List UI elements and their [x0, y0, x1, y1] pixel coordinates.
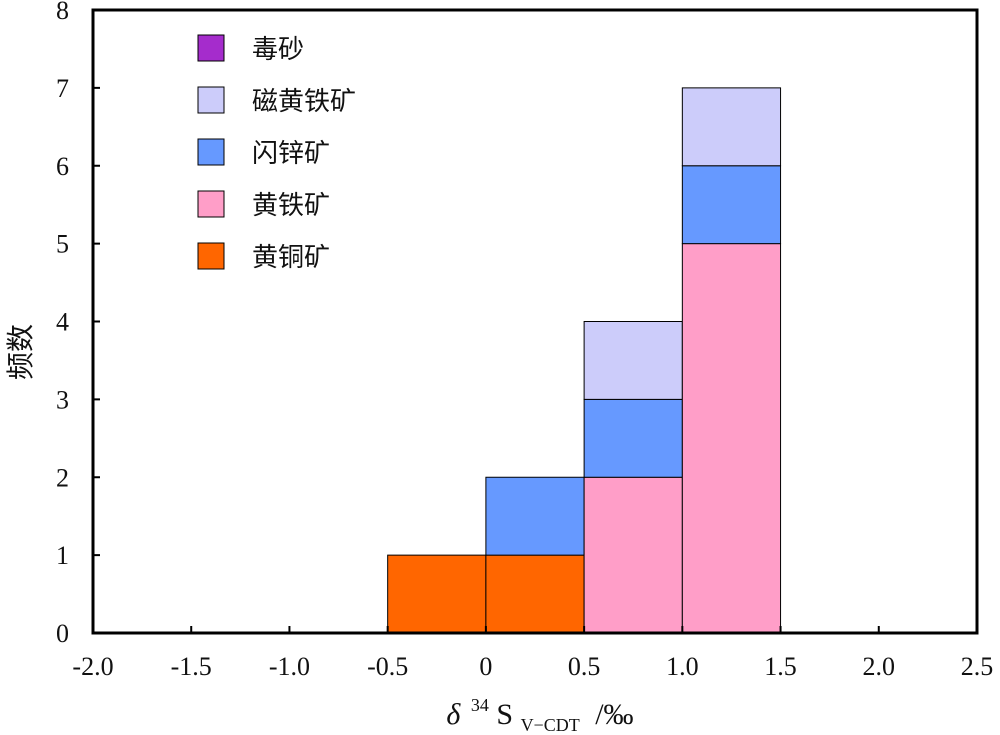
x-tick-label: 0 [479, 652, 492, 681]
x-axis-title: δ 34 S V−CDT /‰ [446, 685, 633, 735]
x-tick-label: 1.0 [666, 652, 699, 681]
x-axis-title-delta: δ [446, 698, 461, 731]
legend-label: 黄铁矿 [252, 191, 330, 221]
y-tick-label: 8 [56, 0, 69, 25]
x-axis-title-mass: 34 [471, 695, 489, 715]
y-tick-label: 4 [56, 308, 69, 337]
x-axis-title-subscript: V−CDT [521, 715, 580, 735]
y-tick-label: 3 [56, 385, 69, 414]
y-tick-label: 0 [56, 619, 69, 648]
bar-segment-3-闪锌矿 [583, 398, 683, 478]
legend-label: 毒砂 [252, 35, 304, 65]
x-tick-label: -2.0 [72, 652, 113, 681]
legend-swatch [197, 34, 225, 62]
bars-layer [387, 87, 782, 634]
x-tick-label: 2.0 [863, 652, 896, 681]
x-tick-label: 0.5 [568, 652, 601, 681]
y-tick-label: 2 [56, 463, 69, 492]
legend-swatch [197, 242, 225, 270]
x-tick-label: 2.5 [961, 652, 994, 681]
bar-segment-3-黄铁矿 [583, 476, 683, 634]
x-tick-label: -1.0 [269, 652, 310, 681]
bar-segment-4-黄铁矿 [681, 243, 782, 634]
bar-segment-2-黄铜矿 [485, 554, 585, 634]
legend-label: 闪锌矿 [252, 139, 330, 169]
bar-segment-4-闪锌矿 [681, 165, 782, 245]
y-axis-title: 频数 [4, 324, 37, 380]
legend-label: 磁黄铁矿 [252, 87, 356, 117]
y-tick-label: 5 [56, 230, 69, 259]
bar-segment-3-磁黄铁矿 [583, 321, 683, 400]
legend-swatch [197, 190, 225, 218]
y-tick-label: 7 [56, 74, 69, 103]
y-tick-label: 6 [56, 152, 69, 181]
bar-segment-4-磁黄铁矿 [681, 87, 782, 167]
x-tick-label: -1.5 [171, 652, 212, 681]
ticks-layer: 0 1 2 3 4 5 6 7 8 -2.0 -1.5 -1.0 -0.5 0 0.5 1.0 1.5 2.0 2.… [56, 0, 993, 681]
bar-segment-1-黄铜矿 [387, 554, 487, 634]
x-tick-label: 1.5 [764, 652, 797, 681]
x-axis-title-element: S [496, 698, 513, 731]
y-tick-label: 1 [56, 541, 69, 570]
legend-swatch [197, 86, 225, 114]
x-axis-title-unit: /‰ [595, 698, 633, 731]
legend-swatch [197, 138, 225, 166]
legend-label: 黄铜矿 [252, 243, 330, 273]
bar-segment-2-闪锌矿 [485, 476, 585, 556]
x-tick-label: -0.5 [367, 652, 408, 681]
